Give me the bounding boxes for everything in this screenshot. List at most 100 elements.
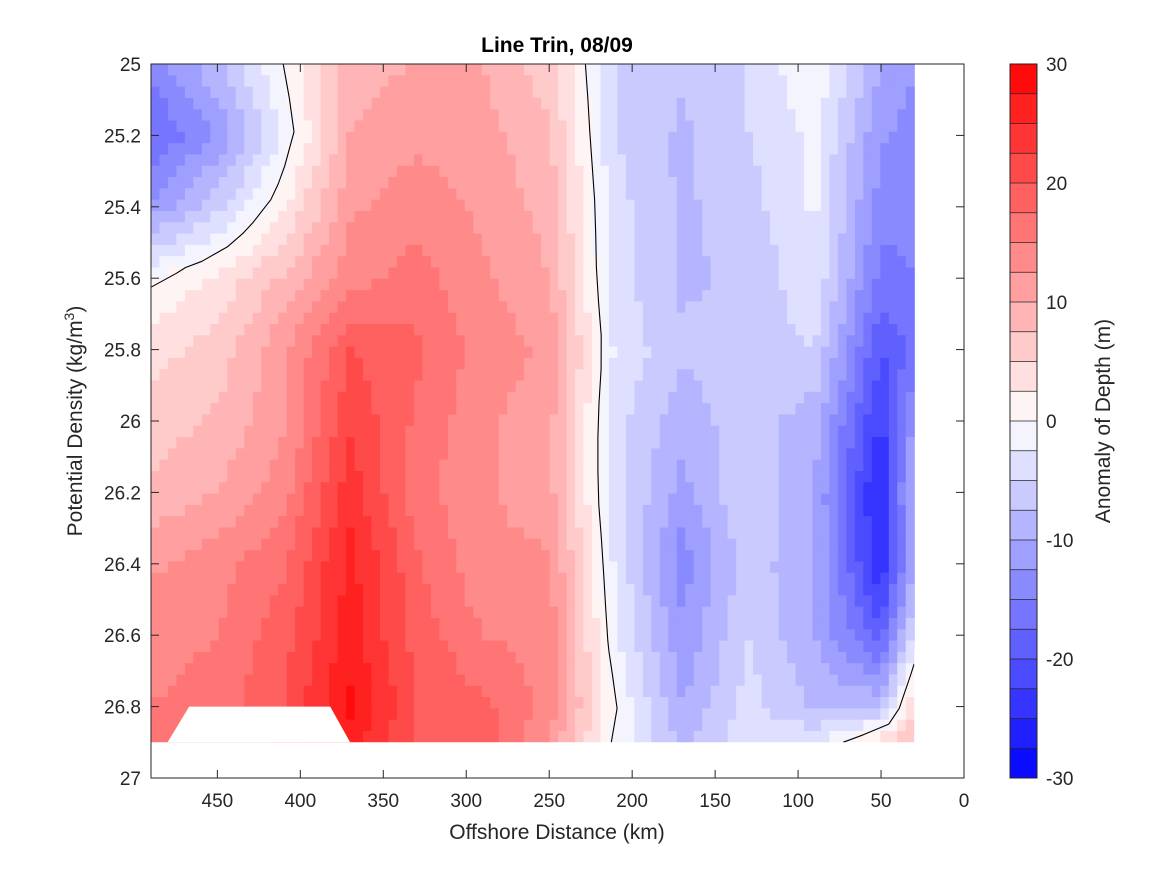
heatmap-cell (634, 414, 644, 427)
heatmap-cell (888, 640, 898, 653)
heatmap-cell (888, 301, 898, 314)
heatmap-cell (413, 369, 423, 382)
heatmap-cell (591, 403, 602, 416)
heatmap-cell (702, 606, 712, 619)
heatmap-cell (744, 177, 754, 189)
heatmap-cell (193, 165, 203, 178)
heatmap-cell (795, 437, 805, 449)
heatmap-cell (854, 527, 864, 540)
heatmap-cell (710, 516, 720, 529)
heatmap-cell (880, 640, 890, 653)
heatmap-cell (727, 561, 737, 574)
heatmap-cell (498, 324, 508, 336)
heatmap-cell (210, 550, 220, 563)
heatmap-cell (600, 165, 610, 178)
heatmap-cell (456, 516, 466, 529)
heatmap-cell (193, 493, 203, 506)
heatmap-cell (388, 324, 398, 336)
heatmap-cell (278, 210, 288, 223)
heatmap-cell (176, 120, 186, 133)
heatmap-cell (532, 143, 542, 156)
heatmap-cell (184, 324, 194, 336)
heatmap-cell (753, 651, 763, 664)
heatmap-cell (778, 177, 788, 189)
heatmap-cell (227, 290, 237, 302)
heatmap-cell (430, 64, 440, 76)
heatmap-cell (668, 143, 678, 156)
heatmap-cell (880, 516, 890, 529)
heatmap-cell (812, 131, 822, 144)
heatmap-cell (329, 97, 339, 110)
heatmap-cell (278, 244, 288, 257)
heatmap-cell (252, 120, 262, 133)
heatmap-cell (651, 290, 661, 302)
heatmap-cell (346, 177, 356, 189)
heatmap-cell (634, 595, 644, 608)
heatmap-cell (575, 437, 585, 449)
heatmap-cell (167, 301, 178, 314)
heatmap-cell (515, 674, 525, 687)
heatmap-cell (303, 617, 313, 630)
heatmap-cell (490, 459, 500, 472)
heatmap-cell (252, 448, 262, 461)
heatmap-cell (447, 651, 457, 664)
heatmap-cell (227, 165, 237, 178)
heatmap-cell (549, 324, 559, 336)
heatmap-cell (422, 640, 432, 653)
heatmap-cell (719, 369, 729, 382)
heatmap-cell (591, 346, 602, 359)
heatmap-cell (261, 256, 271, 269)
heatmap-cell (439, 346, 449, 359)
heatmap-cell (541, 256, 551, 269)
heatmap-cell (473, 629, 483, 642)
heatmap-cell (303, 674, 313, 687)
heatmap-cell (396, 459, 407, 472)
heatmap-cell (608, 109, 619, 122)
heatmap-cell (778, 391, 788, 404)
heatmap-cell (227, 369, 237, 382)
heatmap-cell (269, 109, 279, 122)
heatmap-cell (820, 674, 831, 687)
heatmap-cell (905, 482, 915, 495)
heatmap-cell (388, 131, 398, 144)
heatmap-cell (413, 380, 423, 393)
heatmap-cell (396, 640, 407, 653)
heatmap-cell (727, 97, 737, 110)
heatmap-cell (787, 391, 797, 404)
heatmap-cell (464, 527, 474, 540)
heatmap-cell (295, 550, 305, 563)
heatmap-cell (269, 685, 279, 698)
heatmap-cell (651, 177, 661, 189)
heatmap-cell (787, 470, 797, 483)
heatmap-cell (524, 199, 534, 212)
heatmap-cell (888, 617, 898, 630)
heatmap-cell (854, 97, 864, 110)
heatmap-cell (337, 290, 347, 302)
heatmap-cell (795, 459, 805, 472)
heatmap-cell (490, 550, 500, 563)
heatmap-cell (490, 165, 500, 178)
heatmap-cell (371, 199, 381, 212)
heatmap-cell (261, 663, 271, 676)
heatmap-cell (405, 233, 415, 246)
heatmap-cell (693, 210, 703, 223)
heatmap-cell (541, 663, 551, 676)
heatmap-cell (210, 651, 220, 664)
heatmap-cell (524, 75, 534, 88)
heatmap-cell (439, 244, 449, 257)
heatmap-cell (532, 165, 542, 178)
heatmap-cell (481, 504, 491, 517)
heatmap-cell (532, 222, 542, 235)
heatmap-cell (524, 550, 534, 563)
heatmap-cell (193, 527, 203, 540)
heatmap-cell (439, 154, 449, 167)
heatmap-cell (608, 550, 619, 563)
heatmap-cell (159, 685, 169, 698)
heatmap-cell (880, 324, 890, 336)
heatmap-cell (778, 595, 788, 608)
heatmap-cell (583, 154, 593, 167)
heatmap-cell (846, 278, 856, 291)
heatmap-cell (854, 369, 864, 382)
heatmap-cell (575, 357, 585, 370)
heatmap-cell (854, 663, 864, 676)
